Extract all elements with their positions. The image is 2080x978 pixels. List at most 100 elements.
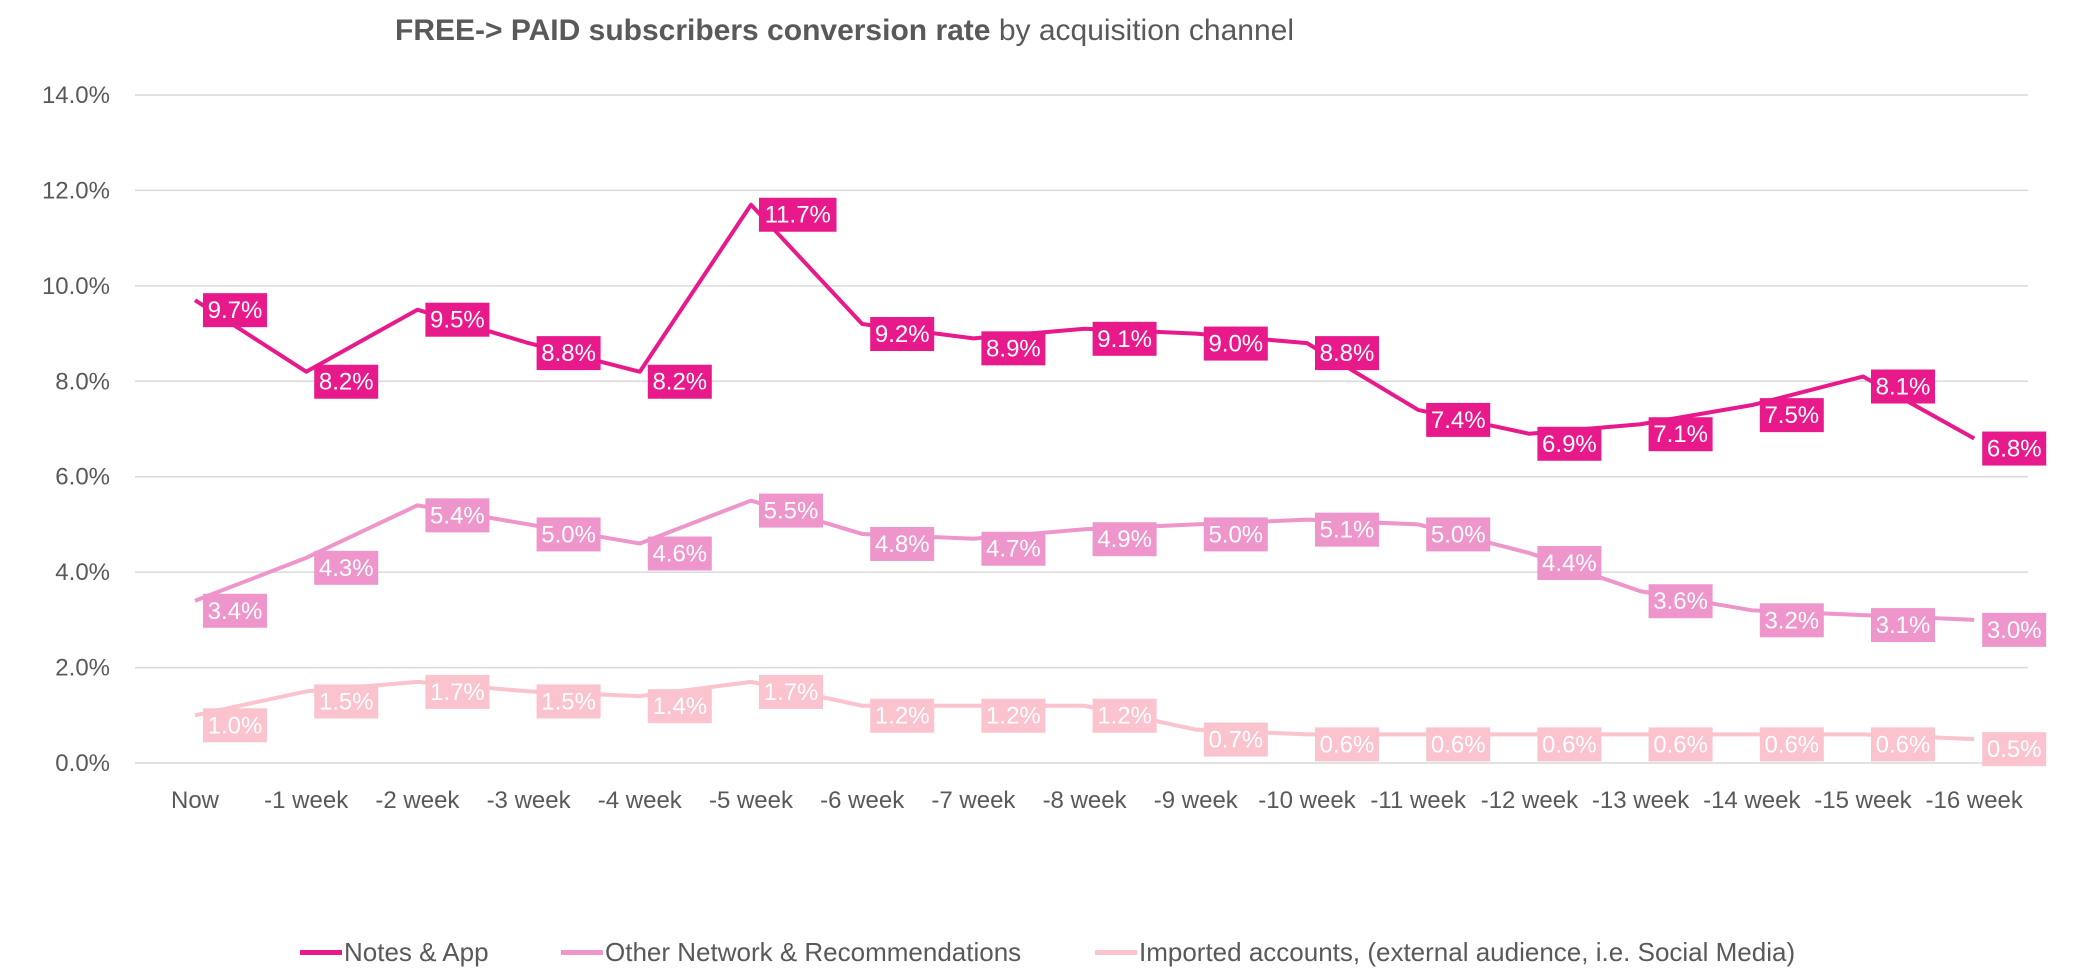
- data-label-text: 4.4%: [1542, 550, 1597, 577]
- data-label-imported-accounts-external-audience-i-e-social-media: 1.2%: [1092, 698, 1157, 733]
- data-label-box: [981, 531, 1046, 566]
- data-label-box: [1426, 402, 1491, 437]
- data-label-imported-accounts-external-audience-i-e-social-media: 0.6%: [1537, 727, 1602, 762]
- data-label-text: 0.6%: [1876, 731, 1931, 758]
- data-label-text: 4.8%: [875, 531, 930, 558]
- data-label-notes-app: 9.5%: [425, 302, 490, 337]
- data-label-box: [1982, 612, 2047, 647]
- data-label-imported-accounts-external-audience-i-e-social-media: 1.2%: [870, 698, 935, 733]
- data-label-box: [203, 708, 267, 743]
- x-tick-label: -2 week: [375, 787, 460, 814]
- data-label-text: 0.7%: [1208, 727, 1263, 754]
- data-label-notes-app: 8.8%: [1315, 336, 1379, 371]
- data-label-box: [1871, 369, 1935, 404]
- data-label-imported-accounts-external-audience-i-e-social-media: 1.4%: [647, 689, 712, 724]
- data-label-notes-app: 11.7%: [759, 197, 837, 232]
- data-label-text: 5.0%: [1431, 521, 1486, 548]
- data-label-text: 0.6%: [1764, 731, 1819, 758]
- data-label-text: 5.4%: [430, 502, 485, 529]
- legend-label-imported: Imported accounts, (external audience, i…: [1139, 937, 1796, 967]
- data-label-box: [1092, 698, 1157, 733]
- data-label-text: 6.8%: [1987, 436, 2042, 463]
- data-label-box: [1871, 608, 1935, 643]
- data-label-notes-app: 9.2%: [870, 317, 935, 352]
- data-label-box: [870, 698, 935, 733]
- x-tick-label: -9 week: [1154, 787, 1239, 814]
- y-tick-label: 14.0%: [42, 82, 110, 109]
- x-tick-label: -8 week: [1043, 787, 1128, 814]
- x-tick-label: -12 week: [1481, 787, 1579, 814]
- x-tick-label: -3 week: [487, 787, 572, 814]
- x-tick-label: -13 week: [1592, 787, 1690, 814]
- data-label-box: [1648, 584, 1713, 619]
- data-label-box: [870, 317, 935, 352]
- chart-title-rest: by acquisition channel: [990, 14, 1295, 47]
- data-label-box: [1537, 426, 1602, 461]
- data-label-text: 9.1%: [1097, 326, 1152, 353]
- data-label-box: [536, 336, 601, 371]
- data-label-notes-app: 7.4%: [1426, 402, 1491, 437]
- data-label-text: 11.7%: [765, 202, 831, 229]
- data-label-other-network-recommendations: 3.2%: [1759, 603, 1824, 638]
- x-tick-label: Now: [171, 787, 220, 814]
- data-label-box: [1648, 727, 1713, 762]
- data-label-text: 6.9%: [1542, 431, 1597, 458]
- data-label-notes-app: 8.1%: [1871, 369, 1935, 404]
- data-label-other-network-recommendations: 5.0%: [536, 517, 601, 552]
- data-label-text: 1.2%: [1097, 703, 1152, 730]
- data-label-box: [425, 498, 490, 533]
- data-label-text: 5.5%: [764, 498, 819, 525]
- data-label-notes-app: 9.7%: [203, 293, 267, 328]
- data-label-text: 5.0%: [1208, 521, 1263, 548]
- data-label-imported-accounts-external-audience-i-e-social-media: 0.6%: [1426, 727, 1491, 762]
- data-label-notes-app: 9.1%: [1092, 321, 1157, 356]
- data-label-text: 8.2%: [652, 369, 707, 396]
- y-tick-label: 2.0%: [55, 655, 110, 682]
- data-label-box: [1759, 398, 1824, 433]
- data-label-box: [314, 364, 379, 399]
- data-label-text: 8.8%: [541, 340, 596, 367]
- data-label-box: [1982, 431, 2047, 466]
- data-label-text: 8.8%: [1320, 340, 1375, 367]
- data-label-text: 4.3%: [319, 555, 374, 582]
- y-tick-label: 0.0%: [55, 750, 110, 777]
- grid-layer: [135, 94, 2028, 764]
- x-tick-label: -7 week: [931, 787, 1016, 814]
- data-label-box: [759, 197, 837, 232]
- data-label-box: [1982, 732, 2047, 767]
- x-axis-ticks: Now -1 week -2 week -3 week -4 week -5 week -6…: [171, 787, 2024, 814]
- x-tick-label: -6 week: [820, 787, 905, 814]
- data-label-text: 5.1%: [1320, 517, 1375, 544]
- data-label-text: 3.6%: [1653, 588, 1708, 615]
- data-label-notes-app: 8.9%: [981, 331, 1046, 366]
- data-label-notes-app: 8.8%: [536, 336, 601, 371]
- data-label-other-network-recommendations: 5.5%: [759, 493, 823, 528]
- legend: Notes & App Other Network & Recommendati…: [0, 937, 2080, 967]
- data-label-text: 7.5%: [1764, 402, 1819, 429]
- data-label-text: 9.0%: [1208, 331, 1263, 358]
- data-label-text: 1.7%: [430, 679, 485, 706]
- data-label-box: [1203, 722, 1268, 757]
- data-label-box: [647, 536, 712, 571]
- data-label-box: [1315, 727, 1379, 762]
- data-label-text: 4.6%: [652, 541, 707, 568]
- x-tick-label: -4 week: [598, 787, 683, 814]
- data-label-imported-accounts-external-audience-i-e-social-media: 0.6%: [1648, 727, 1713, 762]
- data-label-box: [1203, 517, 1268, 552]
- data-label-other-network-recommendations: 3.1%: [1871, 608, 1935, 643]
- data-labels-layer: 1.0% 1.5% 1.7% 1.5% 1.4% 1.7% 1.2% 1.2% 1.2% 0.7%…: [203, 197, 2047, 767]
- legend-label-notes-app: Notes & App: [344, 937, 489, 967]
- data-label-box: [425, 674, 490, 709]
- data-label-other-network-recommendations: 4.8%: [870, 526, 935, 561]
- data-label-imported-accounts-external-audience-i-e-social-media: 1.7%: [759, 674, 823, 709]
- data-label-text: 1.2%: [986, 703, 1041, 730]
- data-label-box: [203, 293, 267, 328]
- data-label-box: [1871, 727, 1935, 762]
- data-label-box: [759, 493, 823, 528]
- data-label-text: 0.6%: [1542, 731, 1597, 758]
- data-label-imported-accounts-external-audience-i-e-social-media: 1.5%: [536, 684, 601, 719]
- data-label-text: 3.0%: [1987, 617, 2042, 644]
- data-label-box: [314, 550, 379, 585]
